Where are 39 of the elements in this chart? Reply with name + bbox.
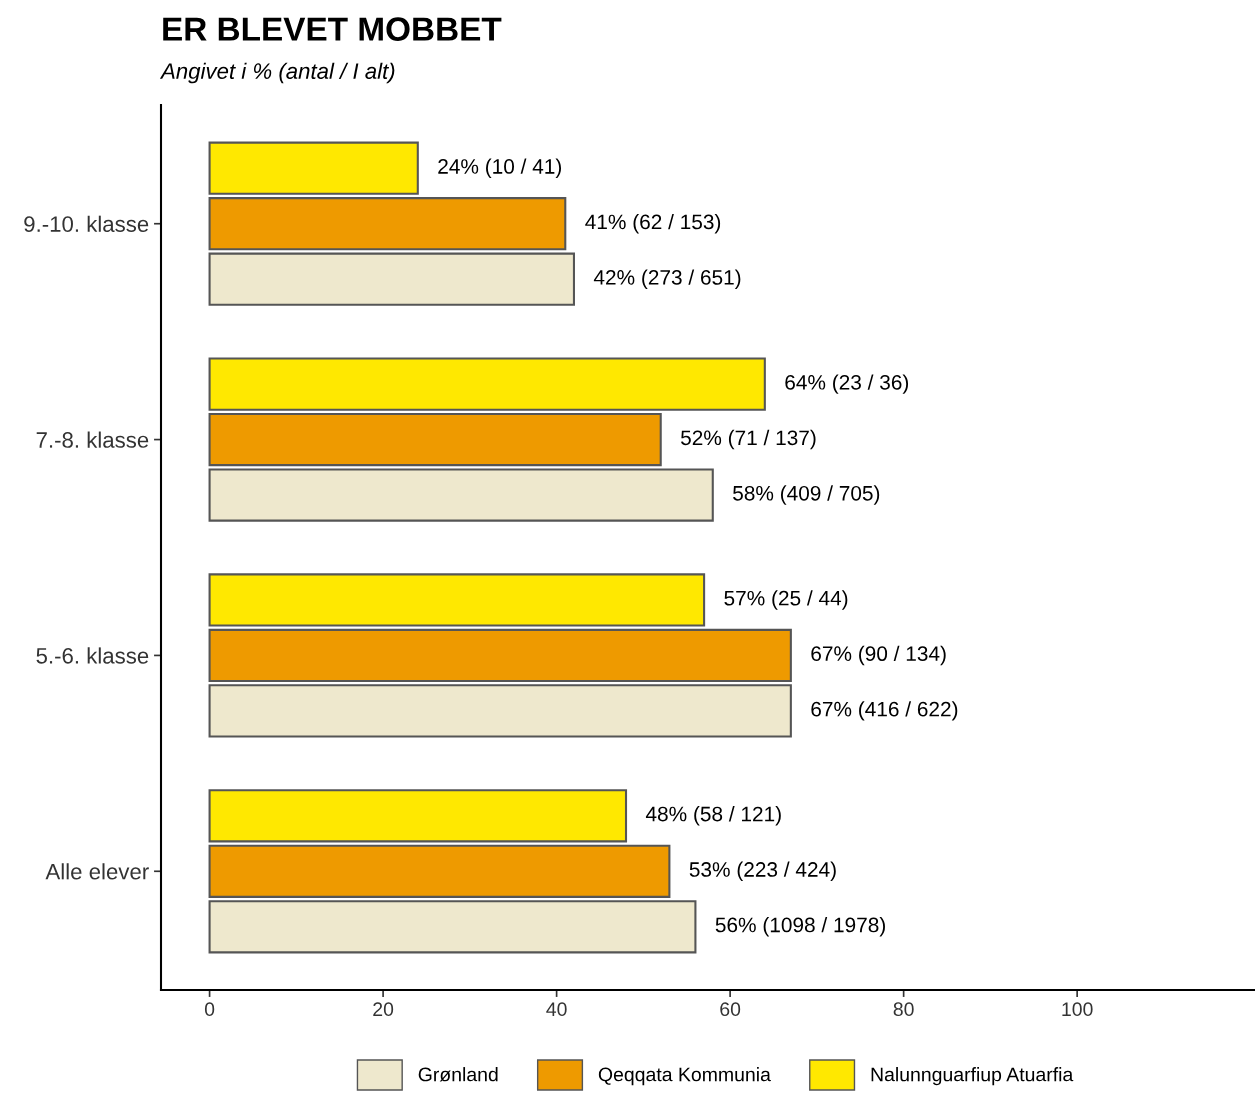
data-label: 52% (71 / 137) <box>681 429 816 450</box>
legend-label: Nalunnguarfiup Atuarfia <box>871 1067 1074 1086</box>
bar <box>208 141 419 195</box>
x-tick-label: 20 <box>373 1002 394 1017</box>
bar <box>208 573 706 627</box>
bar <box>208 197 567 251</box>
data-label: 48% (58 / 121) <box>645 806 781 826</box>
bar <box>208 628 792 683</box>
data-label: 42% (273 / 651) <box>593 269 741 289</box>
data-label: 58% (409 / 705) <box>733 485 880 505</box>
y-tick-label: 9.-10. klasse <box>24 215 149 232</box>
y-tick-label: Alle elever <box>45 863 149 880</box>
y-tick-label: 7.-8. klasse <box>36 431 149 448</box>
bar <box>208 900 697 954</box>
y-tick-label: 5.-6. klasse <box>36 647 149 664</box>
bar <box>208 789 628 843</box>
x-tick-label: 80 <box>893 1002 914 1017</box>
legend-label: Qeqqata Kommunia <box>598 1067 771 1086</box>
x-tick-label: 40 <box>546 1002 567 1017</box>
x-tick-label: 100 <box>1062 1002 1093 1017</box>
data-label: 67% (90 / 134) <box>811 645 946 666</box>
chart-title: ER BLEVET MOBBET <box>163 17 502 41</box>
data-label: 56% (1098 / 1978) <box>715 917 885 937</box>
bar <box>208 412 662 467</box>
bar <box>208 252 575 306</box>
data-label: 53% (223 / 424) <box>689 861 836 881</box>
data-label: 57% (25 / 44) <box>724 590 848 610</box>
legend-label: Grønland <box>418 1067 498 1082</box>
data-label: 24% (10 / 41) <box>438 158 562 178</box>
bar <box>208 844 671 898</box>
x-tick-label: 60 <box>720 1002 741 1017</box>
bar <box>208 468 714 522</box>
data-label: 41% (62 / 153) <box>585 214 721 234</box>
chart-subtitle: Angivet i % (antal / I alt) <box>159 62 395 84</box>
bar <box>208 684 792 738</box>
data-label: 67% (416 / 622) <box>811 701 958 721</box>
data-label: 64% (23 / 36) <box>785 374 909 394</box>
x-tick-label: 0 <box>204 1002 215 1017</box>
bar <box>208 357 766 411</box>
